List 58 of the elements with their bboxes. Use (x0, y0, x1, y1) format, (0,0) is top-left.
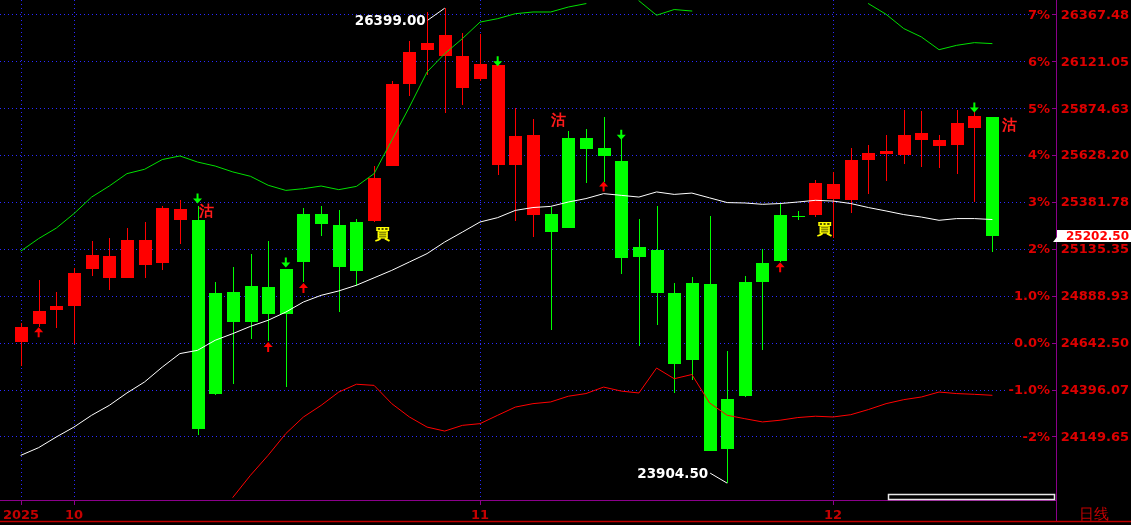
annotation: 買 (815, 219, 832, 238)
point (969, 102, 979, 113)
candlestick (14, 322, 29, 367)
point (263, 341, 273, 352)
candlestick (49, 291, 64, 329)
y-tick-label: 24149.65 (1060, 428, 1129, 444)
y-tick-label: 26367.48 (1060, 6, 1129, 22)
candlestick (314, 205, 329, 237)
annotation: 買 (373, 225, 390, 244)
y2-tick-label: 0.0% (1013, 335, 1050, 351)
annotation: 23904.50 (637, 465, 709, 482)
point (193, 193, 203, 204)
y2-tick-label: 2% (1027, 241, 1050, 257)
y-tick-label: 25135.35 (1060, 241, 1129, 257)
point (281, 257, 291, 268)
y2-tick-label: 5% (1027, 100, 1050, 116)
candlestick (544, 206, 559, 331)
y-tick-label: 25874.63 (1060, 100, 1129, 116)
annotation: 26399.00 (354, 12, 426, 29)
y2-tick-label: 1.0% (1013, 288, 1050, 304)
point (34, 327, 44, 338)
annotation: 沽 (198, 202, 215, 221)
y-tick-label: 25628.20 (1060, 147, 1129, 163)
x-tick-label: 2025 (2, 506, 40, 522)
x-tick-label: 11 (470, 506, 490, 522)
candlestick (102, 237, 117, 291)
x-tick-label: 10 (64, 506, 84, 522)
y2-tick-label: -1.0% (1008, 382, 1050, 398)
x-axis-title: 日线 (1078, 505, 1109, 523)
y-tick-label: 26121.05 (1060, 53, 1129, 69)
y2-tick-label: 7% (1027, 6, 1050, 22)
y2-tick-label: 6% (1027, 53, 1050, 69)
y-tick-label: 24396.07 (1060, 382, 1129, 398)
point (298, 282, 308, 293)
y-tick-label: 25381.78 (1060, 194, 1129, 210)
candlestick (897, 109, 912, 165)
annotation: 沽 (550, 110, 567, 129)
text: 沽 (1000, 116, 1017, 135)
y2-tick-label: -2% (1022, 428, 1050, 444)
candlestick (879, 134, 894, 182)
candlestick (755, 248, 770, 351)
y2-tick-label: 4% (1027, 147, 1050, 163)
y-tick-label: 24888.93 (1060, 288, 1129, 304)
candlestick (473, 33, 488, 82)
x-tick-label: 12 (824, 506, 843, 522)
candlestick (632, 218, 647, 347)
candlestick (950, 109, 965, 175)
line-series (232, 367, 993, 498)
point (775, 262, 785, 273)
candlestick (579, 128, 594, 184)
candlestick (438, 7, 453, 114)
text: 25202.50 (1065, 229, 1129, 244)
candlestick (173, 199, 188, 245)
point (493, 56, 503, 67)
y-tick-label: 24642.50 (1060, 335, 1129, 351)
candlestick (85, 240, 100, 277)
y2-tick-label: 3% (1027, 194, 1050, 210)
point (616, 129, 626, 140)
